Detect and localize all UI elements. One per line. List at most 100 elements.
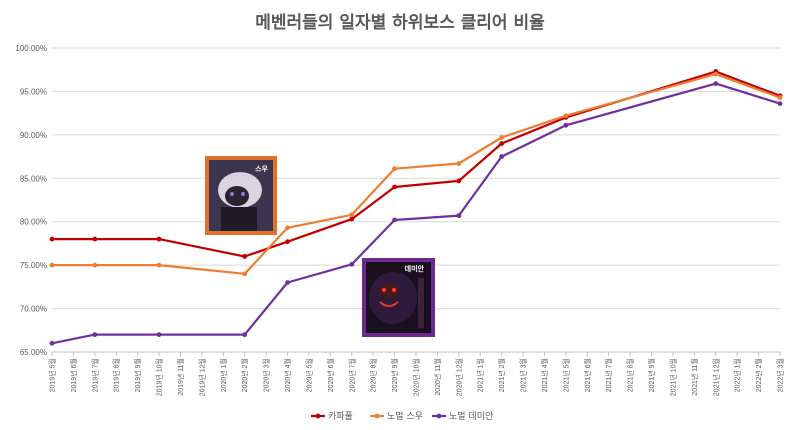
x-tick-label: 2021년 8월 [626, 358, 635, 392]
x-tick-label: 2019년 10월 [155, 358, 164, 396]
y-tick-label: 100.00% [15, 44, 47, 53]
x-tick-label: 2020년 9월 [390, 358, 399, 392]
data-point [49, 340, 55, 346]
x-tick-label: 2019년 7월 [90, 358, 99, 392]
legend-marker-kaofapul [315, 413, 321, 419]
data-point [285, 239, 290, 245]
x-axis-ticks: 2019년 5월 2019년 6월 2019년 7월 2019년 8월 2019년 9월… [48, 352, 785, 396]
boss-damien-portrait-icon: 데미안 [362, 258, 435, 337]
x-tick-label: 2021년 7월 [604, 358, 613, 392]
legend: 카파풀 노멀 스우 노멀 데미안 [311, 410, 493, 422]
data-point [392, 166, 397, 172]
x-tick-label: 2020년 8월 [369, 358, 378, 392]
x-tick-label: 2020년 4월 [283, 358, 292, 392]
data-point [49, 236, 55, 242]
y-tick-label: 85.00% [20, 174, 47, 183]
y-tick-label: 65.00% [20, 348, 47, 357]
data-point [92, 332, 98, 338]
x-tick-label: 2019년 12월 [197, 358, 206, 396]
legend-item-normal-suu: 노멀 스우 [370, 410, 423, 422]
x-tick-label: 2021년 11월 [690, 358, 699, 396]
data-point [349, 216, 355, 222]
x-tick-label: 2020년 6월 [326, 358, 335, 392]
data-point [456, 178, 462, 184]
data-point [392, 217, 397, 223]
data-point [777, 95, 783, 100]
data-point [456, 213, 462, 219]
chart-title: 메벤러들의 일자별 하위보스 클리어 비율 [255, 13, 545, 33]
y-tick-label: 75.00% [20, 261, 47, 270]
y-tick-label: 70.00% [20, 305, 47, 314]
legend-label-kaofapul: 카파풀 [328, 411, 353, 422]
data-point [499, 154, 505, 159]
series-0 [49, 69, 783, 259]
series-line [52, 70, 781, 258]
x-tick-label: 2021년 6월 [583, 358, 592, 392]
data-point [499, 141, 505, 146]
x-tick-label: 2019년 6월 [69, 358, 78, 392]
x-tick-label: 2022년 2월 [754, 358, 763, 392]
data-point [499, 135, 505, 140]
data-point [92, 262, 98, 268]
legend-item-kaofapul: 카파풀 [311, 411, 353, 422]
data-point [349, 261, 355, 267]
x-tick-label: 2019년 9월 [133, 358, 142, 392]
data-point [456, 161, 462, 166]
series-1 [49, 71, 783, 277]
data-point [242, 254, 248, 259]
x-tick-label: 2019년 5월 [48, 358, 57, 392]
series-2 [49, 81, 783, 346]
data-point [713, 81, 719, 87]
x-tick-label: 2021년 5월 [561, 358, 570, 392]
x-tick-label: 2020년 12월 [454, 358, 463, 396]
legend-label-normal-damien: 노멀 데미안 [449, 410, 493, 422]
x-tick-label: 2021년 12월 [711, 358, 720, 396]
legend-label-normal-suu: 노멀 스우 [387, 410, 423, 422]
data-point [92, 236, 98, 242]
x-tick-label: 2022년 1월 [733, 358, 742, 392]
series-line [52, 72, 781, 275]
data-point [777, 101, 783, 106]
x-tick-label: 2020년 2월 [240, 358, 249, 392]
data-point [156, 332, 162, 338]
data-point [49, 262, 55, 268]
boss-lucid-portrait-icon: 스우 [205, 156, 277, 235]
x-tick-label: 2021년 1월 [476, 358, 485, 392]
x-tick-label: 2021년 2월 [497, 358, 506, 392]
x-tick-label: 2020년 5월 [304, 358, 313, 392]
x-tick-label: 2020년 1월 [219, 358, 228, 392]
legend-marker-normal-damien [436, 413, 442, 419]
x-tick-label: 2021년 10월 [668, 358, 677, 396]
data-point [563, 113, 569, 119]
data-point [156, 262, 162, 268]
data-point [285, 225, 290, 231]
data-point [392, 184, 397, 190]
x-tick-label: 2021년 4월 [540, 358, 549, 392]
x-tick-label: 2019년 8월 [112, 358, 121, 392]
data-point [242, 332, 248, 338]
x-tick-label: 2019년 11월 [176, 358, 185, 396]
x-tick-label: 2020년 10월 [412, 358, 421, 396]
data-point [242, 271, 248, 277]
boss-suu-label: 스우 [255, 164, 268, 173]
x-tick-label: 2022년 3월 [776, 358, 785, 392]
x-tick-label: 2021년 9월 [647, 358, 656, 392]
y-axis-ticks: 65.00% 70.00% 75.00% 80.00% 85.00% 90.00% 95.0… [15, 44, 47, 357]
series-line [51, 82, 781, 345]
boss-damien-label: 데미안 [405, 264, 425, 273]
x-tick-label: 2020년 3월 [262, 358, 271, 392]
x-tick-label: 2020년 7월 [347, 358, 356, 392]
y-tick-label: 90.00% [20, 131, 47, 140]
series-layer [49, 69, 783, 346]
y-tick-label: 95.00% [20, 87, 47, 96]
data-point [713, 71, 719, 77]
legend-item-normal-damien: 노멀 데미안 [432, 410, 493, 422]
data-point [156, 236, 162, 242]
data-point [285, 280, 290, 285]
legend-marker-normal-suu [374, 413, 380, 419]
y-tick-label: 80.00% [20, 218, 47, 227]
x-tick-label: 2020년 11월 [433, 358, 442, 396]
data-point [349, 212, 355, 218]
